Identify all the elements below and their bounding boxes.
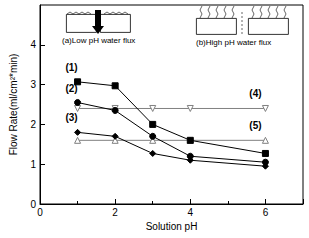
svg-text:2: 2 [112,207,118,218]
svg-text:Flow Rate(ml/cm²*min): Flow Rate(ml/cm²*min) [8,54,19,156]
svg-text:(1): (1) [65,62,77,73]
svg-text:1: 1 [30,159,36,170]
svg-text:(a)Low pH water flux: (a)Low pH water flux [62,36,135,45]
svg-text:(5): (5) [249,120,261,131]
svg-text:0: 0 [37,207,43,218]
svg-text:(4): (4) [249,88,261,99]
svg-text:0: 0 [30,199,36,210]
svg-text:Solution pH: Solution pH [146,221,198,232]
svg-text:2: 2 [30,119,36,130]
svg-text:3: 3 [30,79,36,90]
svg-text:(2): (2) [65,82,78,94]
svg-text:6: 6 [263,207,269,218]
svg-text:4: 4 [188,207,194,218]
svg-text:(b)High pH water flux: (b)High pH water flux [196,38,271,47]
svg-text:4: 4 [30,39,36,50]
svg-text:(3): (3) [65,112,77,123]
